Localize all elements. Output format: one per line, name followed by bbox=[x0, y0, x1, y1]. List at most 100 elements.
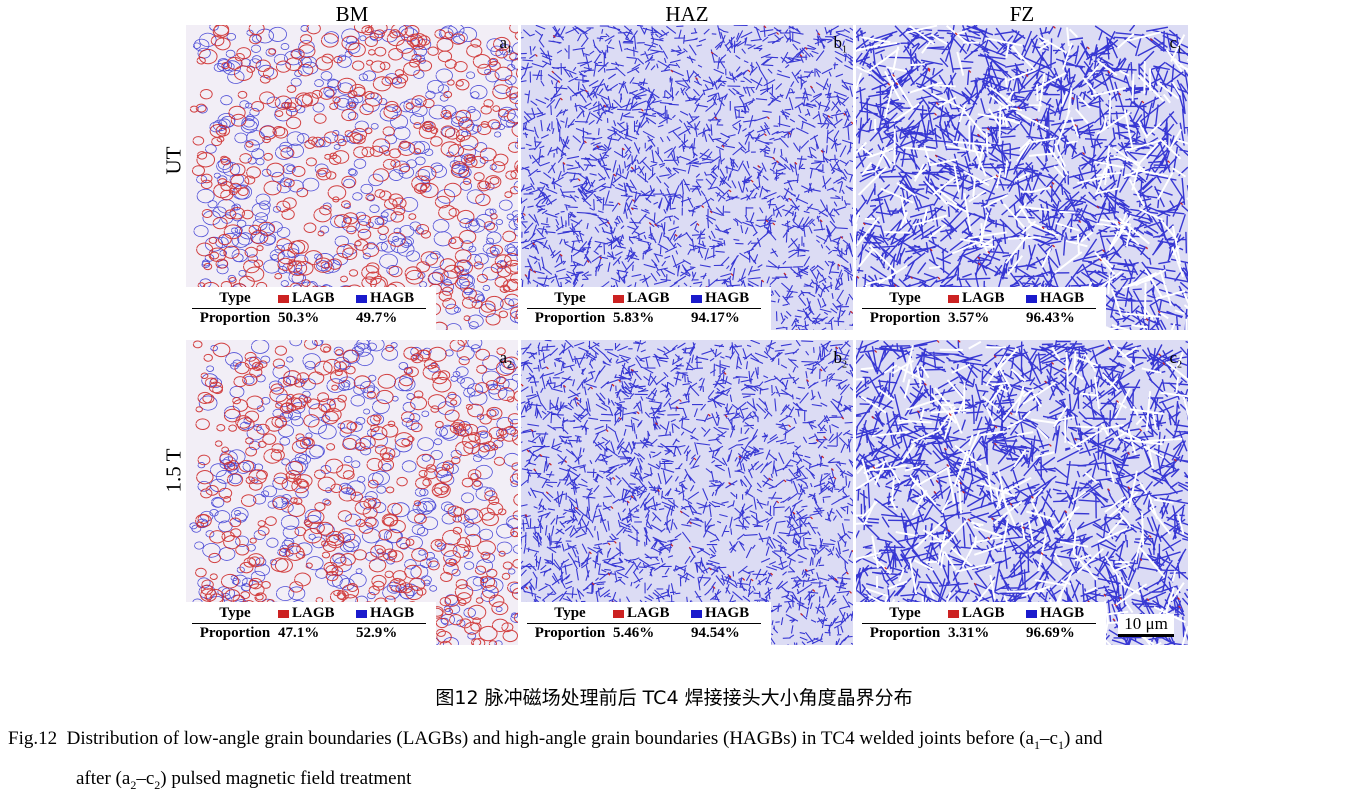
grain-boundary-map bbox=[186, 340, 518, 645]
lagb-proportion: 3.57% bbox=[948, 310, 990, 326]
micrograph-panel-a2: a2 Type LAGB HAGB Proportion 47.1% 52.9% bbox=[186, 340, 518, 645]
hagb-swatch-icon bbox=[691, 609, 702, 618]
lagb-label: LAGB bbox=[292, 605, 335, 621]
legend-value-row: Proportion 5.46% 94.54% bbox=[527, 624, 761, 643]
lagb-swatch-icon bbox=[613, 609, 624, 618]
lagb-proportion: 3.31% bbox=[948, 625, 990, 641]
proportion-label: Proportion bbox=[869, 625, 941, 641]
legend-value-row: Proportion 5.83% 94.17% bbox=[527, 309, 761, 328]
scale-bar-line bbox=[1118, 634, 1174, 637]
legend-header-row: Type LAGB HAGB bbox=[862, 289, 1096, 309]
panel-letter: a bbox=[499, 33, 507, 52]
type-label: Type bbox=[889, 290, 921, 306]
proportion-label: Proportion bbox=[869, 310, 941, 326]
caption-sub: 1 bbox=[1057, 737, 1064, 752]
lagb-swatch-icon bbox=[613, 294, 624, 303]
lagb-label: LAGB bbox=[962, 290, 1005, 306]
lagb-legend: LAGB bbox=[948, 605, 1026, 622]
grain-boundary-map bbox=[521, 25, 853, 330]
micrograph-panel-c2: c2 Type LAGB HAGB Proportion 3.31% 96.69… bbox=[856, 340, 1188, 645]
proportion-label: Proportion bbox=[199, 310, 271, 326]
scale-bar: 10 μm bbox=[1118, 614, 1174, 637]
hagb-label: HAGB bbox=[370, 605, 415, 621]
micrograph-panel-c1: c1 Type LAGB HAGB Proportion 3.57% 96.43… bbox=[856, 25, 1188, 330]
hagb-legend: HAGB bbox=[356, 290, 426, 307]
lagb-legend: LAGB bbox=[613, 605, 691, 622]
panel-letter: c bbox=[1169, 348, 1177, 367]
panel-label: a2 bbox=[499, 348, 512, 370]
figure-caption-chinese: 图12 脉冲磁场处理前后 TC4 焊接接头大小角度晶界分布 bbox=[435, 687, 913, 709]
type-label: Type bbox=[554, 290, 586, 306]
row-header-ut: UT bbox=[161, 146, 186, 175]
lagb-proportion: 47.1% bbox=[278, 625, 320, 641]
panel-subscript: 1 bbox=[507, 44, 512, 56]
lagb-legend: LAGB bbox=[278, 605, 356, 622]
boundary-proportion-table: Type LAGB HAGB Proportion 3.31% 96.69% bbox=[856, 602, 1106, 645]
panel-subscript: 2 bbox=[842, 359, 847, 371]
panel-label: b1 bbox=[834, 33, 848, 55]
caption-line-2: after (a2–c2) pulsed magnetic field trea… bbox=[8, 762, 1338, 802]
column-header-bm: BM bbox=[335, 2, 369, 26]
lagb-label: LAGB bbox=[962, 605, 1005, 621]
micrograph-panel-a1: a1 Type LAGB HAGB Proportion 50.3% 49.7% bbox=[186, 25, 518, 330]
proportion-label: Proportion bbox=[534, 310, 606, 326]
legend-header-row: Type LAGB HAGB bbox=[527, 289, 761, 309]
panel-letter: b bbox=[833, 33, 843, 52]
boundary-proportion-table: Type LAGB HAGB Proportion 5.83% 94.17% bbox=[521, 287, 771, 330]
hagb-label: HAGB bbox=[370, 290, 415, 306]
legend-value-row: Proportion 3.31% 96.69% bbox=[862, 624, 1096, 643]
panel-subscript: 2 bbox=[1177, 359, 1182, 371]
hagb-swatch-icon bbox=[691, 294, 702, 303]
hagb-proportion: 49.7% bbox=[356, 310, 398, 326]
hagb-legend: HAGB bbox=[691, 605, 761, 622]
boundary-proportion-table: Type LAGB HAGB Proportion 50.3% 49.7% bbox=[186, 287, 436, 330]
boundary-proportion-table: Type LAGB HAGB Proportion 3.57% 96.43% bbox=[856, 287, 1106, 330]
grain-boundary-map bbox=[856, 340, 1188, 645]
caption-sub: 2 bbox=[154, 777, 161, 792]
hagb-legend: HAGB bbox=[691, 290, 761, 307]
lagb-legend: LAGB bbox=[948, 290, 1026, 307]
legend-value-row: Proportion 47.1% 52.9% bbox=[192, 624, 426, 643]
legend-value-row: Proportion 3.57% 96.43% bbox=[862, 309, 1096, 328]
hagb-proportion: 96.69% bbox=[1026, 625, 1075, 641]
legend-header-row: Type LAGB HAGB bbox=[862, 604, 1096, 624]
panel-letter: b bbox=[833, 348, 843, 367]
caption-text-1: Distribution of low-angle grain boundari… bbox=[66, 728, 1034, 749]
panel-label: b2 bbox=[834, 348, 848, 370]
caption-text-2b: ) pulsed magnetic field treatment bbox=[160, 767, 412, 789]
lagb-swatch-icon bbox=[278, 609, 289, 618]
lagb-label: LAGB bbox=[292, 290, 335, 306]
panel-label: c1 bbox=[1169, 33, 1182, 55]
column-header-haz: HAZ bbox=[665, 2, 709, 26]
type-label: Type bbox=[219, 605, 251, 621]
hagb-proportion: 94.54% bbox=[691, 625, 740, 641]
lagb-legend: LAGB bbox=[613, 290, 691, 307]
legend-header-row: Type LAGB HAGB bbox=[192, 289, 426, 309]
hagb-label: HAGB bbox=[705, 290, 750, 306]
lagb-label: LAGB bbox=[627, 290, 670, 306]
micrograph-panel-b1: b1 Type LAGB HAGB Proportion 5.83% 94.17… bbox=[521, 25, 853, 330]
type-label: Type bbox=[554, 605, 586, 621]
lagb-legend: LAGB bbox=[278, 290, 356, 307]
hagb-proportion: 94.17% bbox=[691, 310, 740, 326]
legend-header-row: Type LAGB HAGB bbox=[527, 604, 761, 624]
boundary-proportion-table: Type LAGB HAGB Proportion 5.46% 94.54% bbox=[521, 602, 771, 645]
panel-label: a1 bbox=[499, 33, 512, 55]
caption-sub: 2 bbox=[130, 777, 137, 792]
figure-label: Fig.12 bbox=[8, 728, 58, 749]
caption-dash: –c bbox=[1040, 728, 1058, 749]
column-header-fz: FZ bbox=[1009, 2, 1035, 26]
legend-value-row: Proportion 50.3% 49.7% bbox=[192, 309, 426, 328]
grain-boundary-map bbox=[186, 25, 518, 330]
lagb-proportion: 50.3% bbox=[278, 310, 320, 326]
hagb-legend: HAGB bbox=[356, 605, 426, 622]
hagb-label: HAGB bbox=[705, 605, 750, 621]
boundary-proportion-table: Type LAGB HAGB Proportion 47.1% 52.9% bbox=[186, 602, 436, 645]
lagb-proportion: 5.83% bbox=[613, 310, 655, 326]
caption-text-2: after (a bbox=[76, 767, 131, 789]
hagb-swatch-icon bbox=[356, 609, 367, 618]
hagb-swatch-icon bbox=[1026, 294, 1037, 303]
grain-boundary-map bbox=[521, 340, 853, 645]
hagb-label: HAGB bbox=[1040, 290, 1085, 306]
caption-dash: –c bbox=[136, 767, 155, 789]
